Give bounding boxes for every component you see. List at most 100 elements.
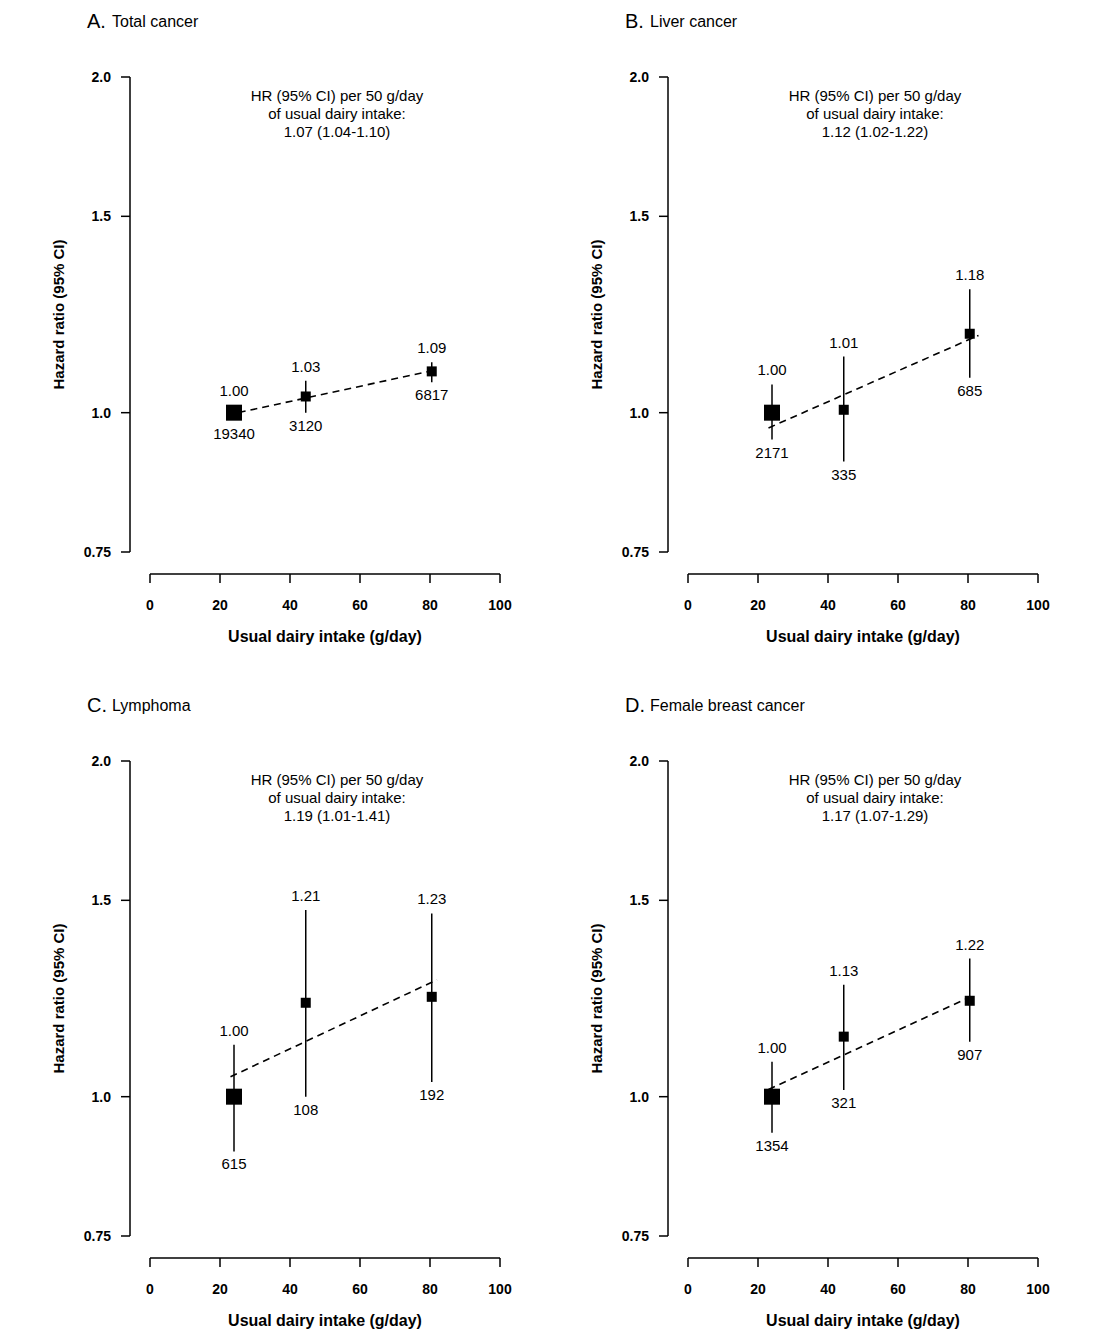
y-tick-label: 2.0 <box>92 69 112 85</box>
x-tick <box>289 574 291 583</box>
x-tick-label: 20 <box>750 597 766 613</box>
case-count: 3120 <box>289 417 322 434</box>
annotation: of usual dairy intake: <box>268 105 406 122</box>
case-count: 6817 <box>415 386 448 403</box>
panel-label: B. <box>625 10 644 32</box>
x-axis <box>688 573 1038 575</box>
x-tick-label: 40 <box>282 597 298 613</box>
point <box>764 405 780 421</box>
y-axis <box>129 761 131 1236</box>
y-tick-label: 1.0 <box>92 1089 112 1105</box>
x-tick <box>429 1258 431 1267</box>
value-label: 1.21 <box>291 887 320 904</box>
case-count: 615 <box>221 1155 246 1172</box>
value-label: 1.00 <box>757 1039 786 1056</box>
value-label: 1.23 <box>417 890 446 907</box>
x-axis <box>150 573 500 575</box>
y-tick <box>659 216 668 218</box>
value-label: 1.09 <box>417 339 446 356</box>
annotation: of usual dairy intake: <box>806 789 944 806</box>
panel: B.Liver cancer0.751.01.52.0Hazard ratio … <box>588 10 1050 645</box>
panel: C.Lymphoma0.751.01.52.0Hazard ratio (95%… <box>50 694 512 1329</box>
y-axis <box>129 77 131 552</box>
value-label: 1.00 <box>757 361 786 378</box>
case-count: 335 <box>831 466 856 483</box>
x-tick-label: 0 <box>684 597 692 613</box>
y-tick <box>121 412 130 414</box>
annotation: of usual dairy intake: <box>806 105 944 122</box>
panel-label: D. <box>625 694 645 716</box>
value-label: 1.22 <box>955 936 984 953</box>
annotation: 1.17 (1.07-1.29) <box>822 807 929 824</box>
plot-area <box>764 289 979 461</box>
point <box>226 405 242 421</box>
x-tick-label: 80 <box>422 1281 438 1297</box>
x-tick-label: 80 <box>960 1281 976 1297</box>
case-count: 192 <box>419 1086 444 1103</box>
y-tick-label: 1.5 <box>630 892 650 908</box>
annotation: HR (95% CI) per 50 g/day <box>251 771 424 788</box>
value-label: 1.00 <box>219 1022 248 1039</box>
y-axis-label: Hazard ratio (95% CI) <box>50 923 67 1073</box>
x-tick <box>967 1258 969 1267</box>
y-tick-label: 2.0 <box>630 753 650 769</box>
x-tick <box>219 1258 221 1267</box>
point <box>427 992 437 1002</box>
value-label: 1.01 <box>829 334 858 351</box>
value-label: 1.03 <box>291 358 320 375</box>
background <box>0 0 1114 1340</box>
y-tick <box>121 216 130 218</box>
x-tick-label: 40 <box>820 597 836 613</box>
x-axis-label: Usual dairy intake (g/day) <box>228 1312 422 1329</box>
x-axis-label: Usual dairy intake (g/day) <box>766 1312 960 1329</box>
x-tick-label: 100 <box>488 597 512 613</box>
trend-line <box>769 335 979 428</box>
x-tick <box>1037 1258 1039 1267</box>
y-tick <box>121 760 130 762</box>
point <box>427 366 437 376</box>
case-count: 321 <box>831 1094 856 1111</box>
y-axis-label: Hazard ratio (95% CI) <box>588 239 605 389</box>
plot-area <box>226 910 437 1151</box>
value-label: 1.13 <box>829 962 858 979</box>
x-tick-label: 0 <box>146 597 154 613</box>
x-tick-label: 100 <box>488 1281 512 1297</box>
y-tick <box>659 1235 668 1237</box>
trend-line <box>231 980 438 1077</box>
panel-label: A. <box>87 10 106 32</box>
figure: A.Total cancer0.751.01.52.0Hazard ratio … <box>0 0 1114 1340</box>
x-tick-label: 20 <box>212 1281 228 1297</box>
x-tick-label: 20 <box>750 1281 766 1297</box>
y-tick-label: 1.5 <box>92 208 112 224</box>
annotation: 1.07 (1.04-1.10) <box>284 123 391 140</box>
y-tick-label: 1.0 <box>92 405 112 421</box>
x-tick <box>967 574 969 583</box>
x-tick <box>687 1258 689 1267</box>
y-tick <box>121 1235 130 1237</box>
y-tick-label: 1.5 <box>630 208 650 224</box>
x-tick <box>687 574 689 583</box>
case-count: 1354 <box>755 1137 788 1154</box>
x-tick <box>359 1258 361 1267</box>
y-axis-label: Hazard ratio (95% CI) <box>50 239 67 389</box>
point <box>301 391 311 401</box>
x-tick-label: 100 <box>1026 1281 1050 1297</box>
x-tick <box>429 574 431 583</box>
x-tick <box>499 1258 501 1267</box>
y-tick-label: 1.0 <box>630 1089 650 1105</box>
x-tick-label: 80 <box>422 597 438 613</box>
y-tick <box>659 412 668 414</box>
annotation: 1.12 (1.02-1.22) <box>822 123 929 140</box>
point <box>839 1032 849 1042</box>
case-count: 685 <box>957 382 982 399</box>
annotation: 1.19 (1.01-1.41) <box>284 807 391 824</box>
y-tick <box>659 900 668 902</box>
x-tick <box>757 574 759 583</box>
y-tick-label: 1.0 <box>630 405 650 421</box>
y-axis <box>667 77 669 552</box>
point <box>226 1089 242 1105</box>
x-tick <box>1037 574 1039 583</box>
y-axis <box>667 761 669 1236</box>
annotation: HR (95% CI) per 50 g/day <box>789 771 962 788</box>
y-tick-label: 2.0 <box>630 69 650 85</box>
